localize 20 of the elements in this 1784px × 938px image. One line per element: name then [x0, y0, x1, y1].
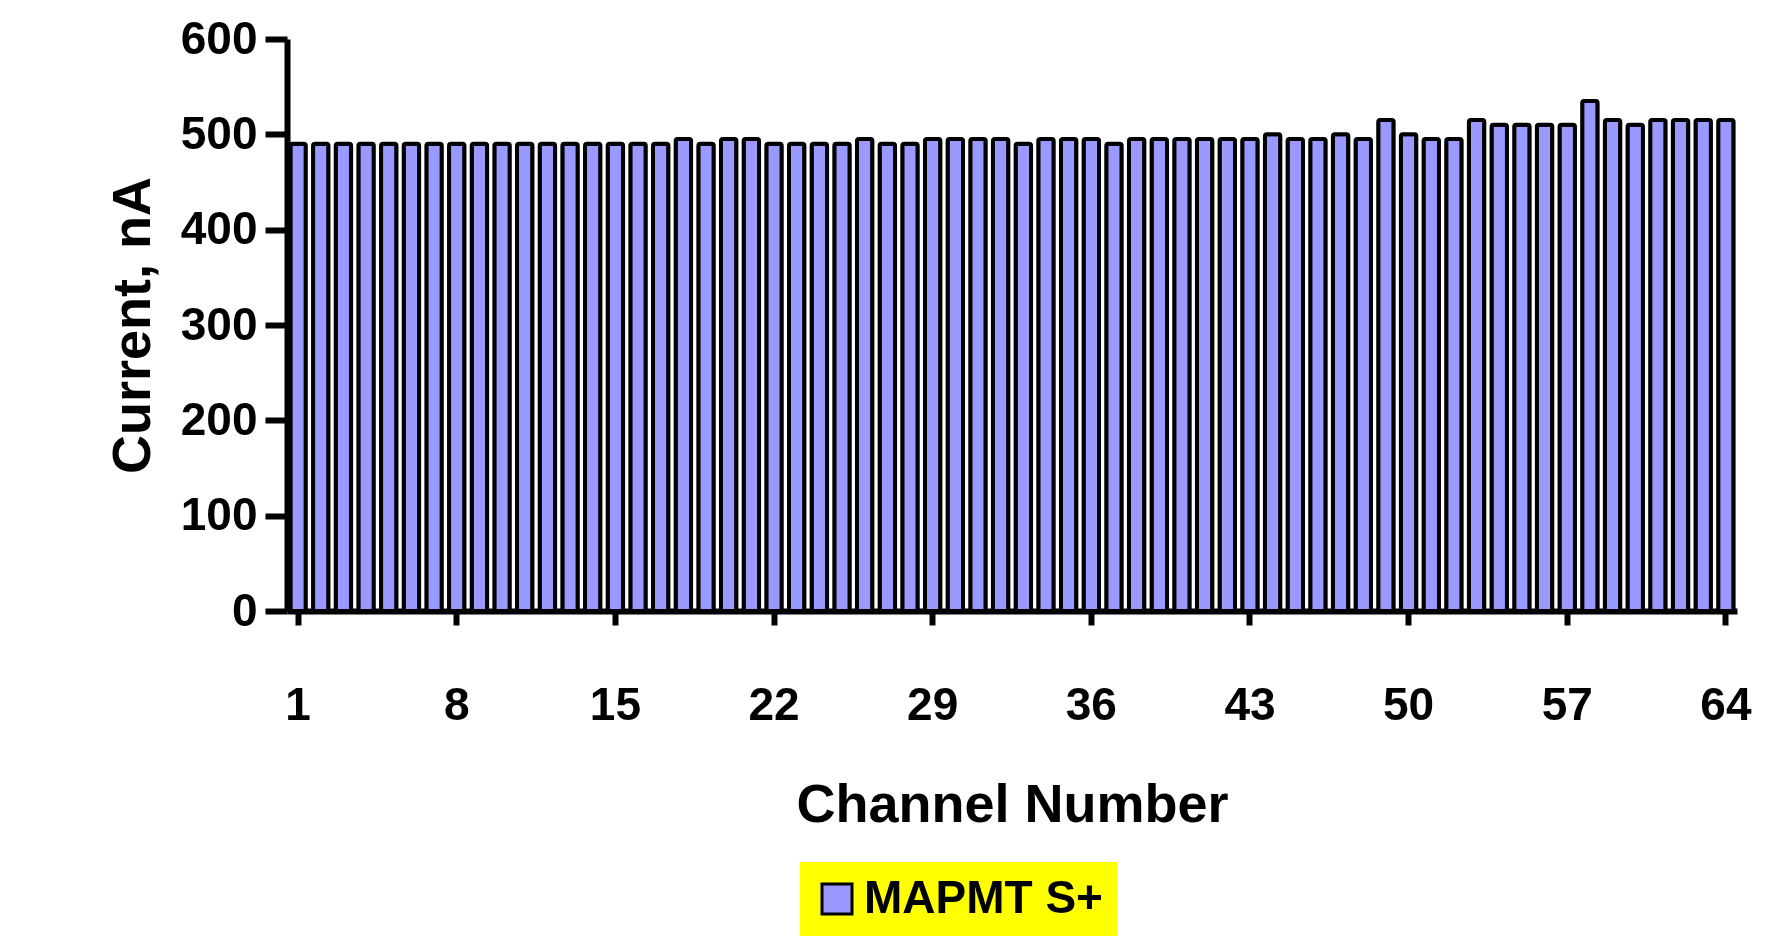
- x-tick-label: 43: [1224, 677, 1276, 730]
- y-axis-title: Current, nA: [100, 177, 161, 474]
- x-tick-label: 8: [443, 677, 470, 730]
- legend-label: MAPMT S+: [864, 871, 1103, 923]
- y-tick-label: 200: [180, 392, 258, 445]
- x-tick-label: 57: [1541, 677, 1593, 730]
- x-tick-label: 29: [907, 677, 959, 730]
- x-tick-label: 36: [1065, 677, 1117, 730]
- y-tick-label: 0: [231, 583, 258, 636]
- y-tick-label: 500: [180, 106, 258, 159]
- x-tick-label: 64: [1700, 677, 1752, 730]
- y-tick-label: 600: [180, 11, 258, 64]
- y-tick-label: 100: [180, 488, 258, 541]
- x-tick-label: 1: [285, 677, 311, 730]
- x-tick-label: 15: [589, 677, 641, 730]
- x-axis-title: Channel Number: [796, 772, 1229, 833]
- x-tick-label: 22: [748, 677, 800, 730]
- x-tick-label: 50: [1383, 677, 1435, 730]
- y-tick-label: 400: [180, 202, 258, 255]
- y-tick-label: 300: [180, 297, 258, 350]
